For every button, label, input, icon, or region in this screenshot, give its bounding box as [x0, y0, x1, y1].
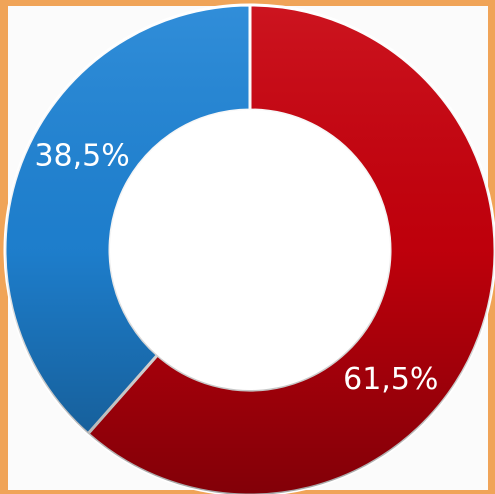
- donut-hole: [110, 110, 390, 390]
- page: {"chart_data": {"type": "donut", "values…: [0, 0, 495, 494]
- chart: 61,5% 38,5%: [0, 0, 495, 494]
- value-label: 38,5%: [34, 138, 129, 173]
- value-label: 61,5%: [343, 362, 438, 397]
